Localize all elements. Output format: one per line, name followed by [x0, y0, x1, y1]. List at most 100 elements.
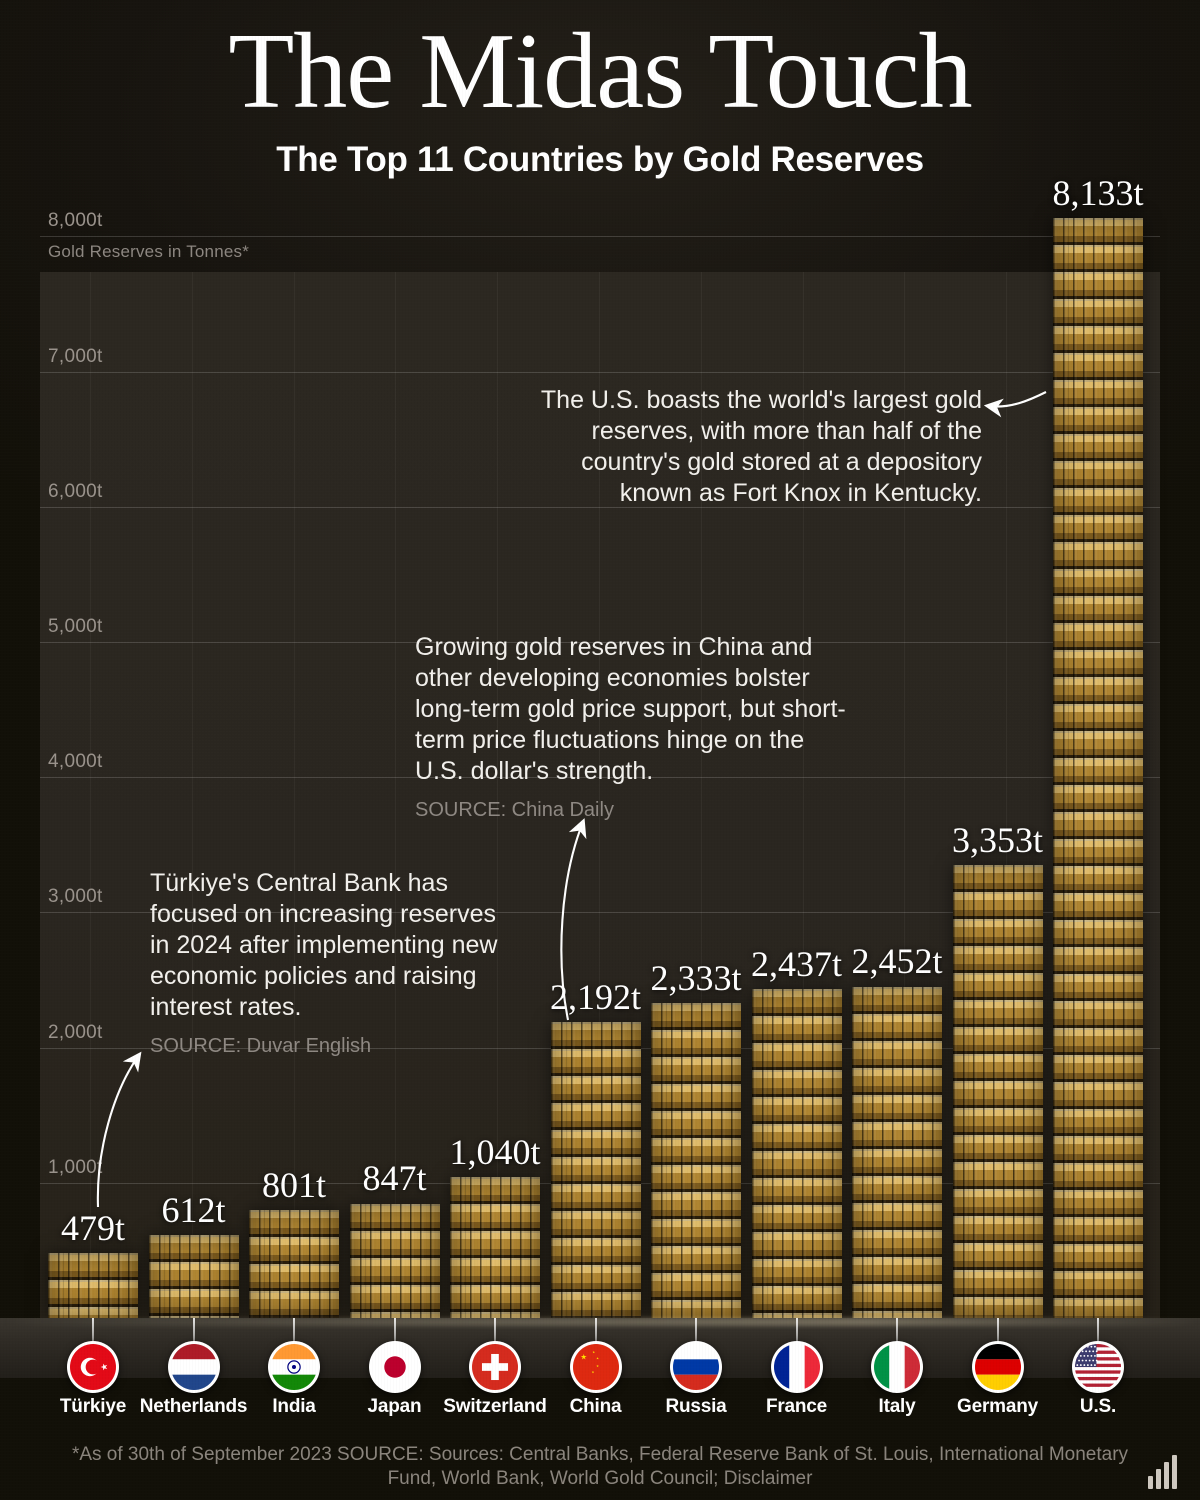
flag-disc [673, 1344, 719, 1390]
bar-switzerland[interactable] [450, 1177, 540, 1318]
page-title: The Midas Touch [228, 12, 972, 131]
annotation-us: The U.S. boasts the world's largest gold… [540, 385, 982, 509]
vertical-gridline [904, 272, 906, 1318]
flag-disc [371, 1344, 418, 1390]
bar-china[interactable] [550, 1021, 641, 1319]
vertical-gridline [700, 272, 702, 1318]
bar-netherlands[interactable] [148, 1235, 239, 1318]
country-label-t-rkiye: Türkiye [59, 1396, 127, 1417]
bar-value-label: 2,437t [750, 943, 842, 984]
horizontal-gridline [40, 912, 1160, 914]
bar-u-s-[interactable] [1053, 218, 1143, 1318]
vertical-gridline [1006, 272, 1008, 1318]
annotation-china-text: Growing gold reserves in China and other… [415, 633, 846, 785]
flag-disc [70, 1344, 116, 1390]
horizontal-gridline [40, 642, 1160, 643]
page-subtitle: The Top 11 Countries by Gold Reserves [276, 140, 924, 179]
y-axis-tick-label: 1,000t [48, 1156, 103, 1178]
country-label-india: India [272, 1396, 316, 1417]
bar-t-rkiye[interactable] [48, 1253, 138, 1318]
flag-pin [393, 1318, 396, 1344]
vertical-gridline [599, 272, 600, 1318]
y-axis-tick-label: 8,000t [48, 210, 103, 232]
horizontal-gridline [40, 506, 1160, 508]
country-label-italy: Italy [878, 1396, 916, 1417]
flag-disc [271, 1344, 317, 1390]
bar-italy[interactable] [852, 986, 942, 1318]
flag-disc [472, 1344, 518, 1390]
floor-glow [0, 1318, 1200, 1326]
vertical-gridline [90, 272, 91, 1318]
switzerland-flag-icon[interactable] [469, 1341, 521, 1393]
arrow-us [983, 391, 1047, 418]
netherlands-flag-icon[interactable] [167, 1341, 220, 1393]
japan-flag-icon[interactable] [368, 1341, 421, 1393]
arrow-china [560, 818, 587, 1021]
flag-disc [572, 1344, 619, 1390]
bar-value-label: 2,333t [650, 957, 742, 998]
y-axis-tick-label: 6,000t [48, 480, 103, 502]
italy-flag-icon[interactable] [871, 1341, 923, 1393]
bar-value-label: 847t [362, 1158, 427, 1199]
bar-russia[interactable] [651, 1002, 741, 1319]
china-flag-icon[interactable] [569, 1341, 622, 1393]
flag-pin [594, 1318, 597, 1344]
country-label-switzerland: Switzerland [443, 1396, 547, 1417]
france-flag-icon[interactable] [770, 1341, 823, 1393]
vertical-gridline [191, 272, 193, 1318]
russia-flag-icon[interactable] [670, 1341, 722, 1393]
flag-pin [92, 1318, 94, 1344]
flag-pin [192, 1318, 195, 1344]
header: The Midas Touch The Top 11 Countries by … [0, 0, 1200, 180]
bar-france[interactable] [751, 988, 842, 1319]
bar-germany[interactable] [952, 864, 1043, 1319]
arrow-turkiye [96, 1051, 142, 1208]
flag-pin [795, 1318, 798, 1344]
horizontal-gridline [40, 777, 1160, 779]
bar-group: 479t 612t 801t 847t 1,040t 2,192t 2,333t 2,437t… [48, 173, 1144, 1319]
country-label-u-s-: U.S. [1079, 1396, 1117, 1417]
vertical-gridline [395, 272, 397, 1318]
y-axis-tick-label: 4,000t [48, 751, 103, 773]
bar-value-label: 801t [261, 1164, 326, 1205]
bar-japan[interactable] [349, 1203, 440, 1318]
india-flag-icon[interactable] [268, 1341, 320, 1393]
bar-value-label: 3,353t [951, 819, 1043, 860]
bar-value-label: 612t [161, 1190, 226, 1231]
flag-disc [874, 1344, 920, 1390]
y-axis-caption: Gold Reserves in Tonnes* [48, 242, 250, 261]
germany-flag-icon[interactable] [971, 1341, 1024, 1393]
annotation-china: Growing gold reserves in China and other… [415, 632, 855, 822]
bar-chart-logo-icon [1148, 1455, 1178, 1489]
bar-india[interactable] [249, 1209, 339, 1319]
flag-pin [996, 1318, 999, 1344]
y-axis-tick-label: 3,000t [48, 886, 103, 908]
turkiye-flag-icon[interactable] [67, 1341, 119, 1393]
vertical-gridline [293, 272, 295, 1318]
flag-disc [170, 1344, 217, 1390]
bar-value-label: 2,452t [851, 941, 943, 982]
flag-disc [974, 1344, 1021, 1390]
annotation-turkiye-source: SOURCE: Duvar English [150, 1035, 372, 1057]
vertical-gridline [497, 272, 499, 1318]
y-axis-tick-label: 5,000t [48, 616, 103, 637]
country-label-japan: Japan [367, 1396, 422, 1417]
footer-note: *As of 30th of September 2023 SOURCE: So… [71, 1444, 1129, 1490]
vertical-gridline [802, 272, 804, 1318]
country-label-russia: Russia [665, 1396, 727, 1417]
horizontal-gridline [40, 236, 1160, 238]
flag-pin [695, 1318, 697, 1344]
y-axis-tick-label: 7,000t [48, 345, 103, 367]
flag-pin [896, 1318, 898, 1344]
bar-value-label: 1,040t [449, 1132, 541, 1173]
country-label-netherlands: Netherlands [139, 1396, 248, 1417]
bar-value-label: 8,133t [1052, 173, 1144, 214]
annotation-us-text: The U.S. boasts the world's largest gold… [540, 386, 982, 507]
flag-pin [494, 1318, 496, 1344]
country-label-france: France [765, 1396, 828, 1417]
annotation-turkiye: Türkiye's Central Bank has focused on in… [150, 868, 510, 1058]
flag-pin [293, 1318, 295, 1344]
y-axis-tick-label: 2,000t [48, 1021, 103, 1043]
